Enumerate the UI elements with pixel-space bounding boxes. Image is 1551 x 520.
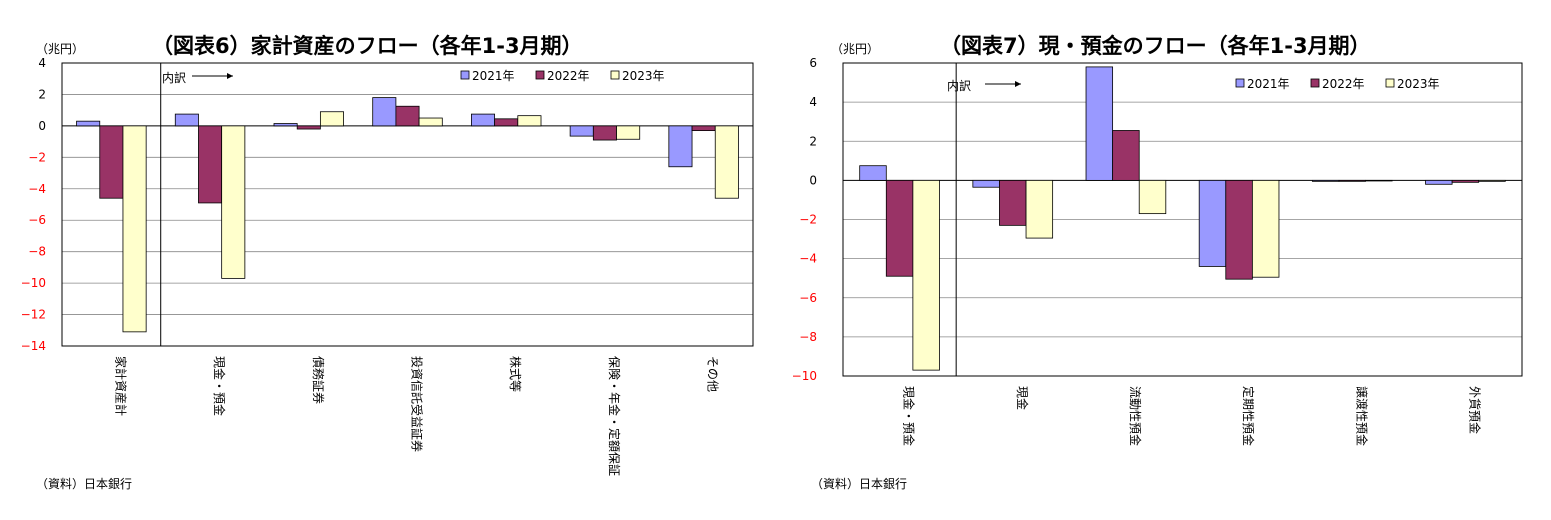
bar: [1225, 179, 1253, 280]
bar: [418, 117, 443, 127]
legend-swatch: [460, 70, 470, 80]
y-unit-label: （兆円）: [36, 42, 85, 56]
bar: [999, 179, 1027, 226]
bar: [1085, 66, 1114, 181]
chart-title: （図表7）現・預金のフロー（各年1-3月期）: [940, 34, 1371, 58]
bar: [174, 113, 199, 127]
bar: [1365, 179, 1393, 182]
bar: [691, 125, 716, 132]
y-tick-label: −6: [28, 213, 46, 227]
legend-swatch: [610, 70, 620, 80]
bar: [494, 118, 519, 127]
bar: [1138, 179, 1167, 215]
x-category-label: 債務証券: [311, 356, 326, 404]
legend-swatch: [535, 70, 545, 80]
bar: [99, 125, 124, 199]
bar: [1112, 130, 1140, 181]
legend-swatch: [1310, 78, 1320, 88]
plot-frame: [61, 62, 754, 347]
y-tick-label: −14: [21, 339, 46, 353]
bar: [1425, 179, 1453, 185]
source-note: （資料）日本銀行: [811, 477, 908, 491]
bar: [668, 125, 693, 168]
y-tick-label: −8: [28, 245, 46, 259]
bar: [1198, 179, 1227, 267]
bar: [912, 179, 940, 371]
x-category-label: その他: [706, 356, 720, 392]
bar: [714, 125, 739, 199]
bar: [592, 125, 617, 141]
y-tick-label: −12: [21, 308, 46, 322]
bar: [471, 113, 496, 127]
bar: [1478, 179, 1506, 182]
y-tick-label: −10: [21, 276, 46, 290]
bar: [1451, 179, 1480, 183]
x-category-label: 外貨預金: [1467, 386, 1482, 434]
chart-panel-left: （図表6）家計資産のフロー（各年1-3月期） （兆円） 4 2 0 −2 −4 −6 −8 −…: [0, 0, 775, 520]
bar: [76, 120, 101, 127]
legend-swatch: [1385, 78, 1395, 88]
y-tick-label: −10: [792, 369, 817, 383]
bar: [972, 179, 1000, 188]
legend-swatch: [1235, 78, 1245, 88]
legend-label: 2022年: [547, 69, 590, 83]
y-tick-label: −4: [28, 182, 46, 196]
y-tick-label: 0: [38, 119, 46, 133]
y-tick-label: −4: [799, 252, 817, 266]
y-tick-label: 4: [38, 56, 46, 70]
x-category-label: 家計資産計: [113, 356, 128, 416]
plot-frame: [842, 62, 1523, 377]
bar: [1025, 179, 1054, 239]
x-category-label: 流動性預金: [1128, 386, 1143, 446]
x-category-label: 譲渡性預金: [1354, 386, 1369, 446]
y-tick-label: −8: [799, 330, 817, 344]
y-tick-label: 2: [809, 134, 817, 148]
bar: [859, 165, 887, 181]
bar: [319, 111, 344, 127]
bar: [1251, 179, 1280, 278]
legend-label: 2023年: [622, 69, 665, 83]
bar: [616, 125, 641, 140]
breakdown-annotation: 内訳: [162, 70, 186, 85]
x-category-label: 現金・預金: [902, 386, 917, 446]
bar: [517, 115, 542, 127]
y-tick-label: −2: [28, 150, 46, 164]
y-tick-label: 6: [809, 56, 817, 70]
bar: [296, 125, 321, 130]
bar: [395, 105, 420, 127]
x-category-label: 保険・年金・定額保証: [607, 356, 622, 476]
bar: [1338, 179, 1366, 182]
x-category-label: 株式等: [508, 356, 523, 392]
bar: [198, 125, 223, 204]
bar: [273, 123, 298, 127]
x-category-label: 現金: [1015, 386, 1030, 410]
legend-label: 2022年: [1322, 77, 1365, 91]
arrow-head: [1015, 81, 1021, 87]
arrow-head: [227, 73, 233, 79]
y-unit-label: （兆円）: [831, 42, 880, 56]
bar: [569, 125, 594, 137]
bar: [885, 179, 914, 277]
bar: [372, 97, 397, 127]
y-tick-label: 0: [809, 173, 817, 187]
breakdown-annotation: 内訳: [947, 78, 971, 93]
x-category-label: 現金・預金: [212, 356, 227, 416]
bar: [122, 125, 147, 333]
chart-panel-right: （図表7）現・預金のフロー（各年1-3月期） （兆円） 6 4 2 0 −2 −4 −6 −8…: [775, 0, 1551, 520]
source-note: （資料）日本銀行: [36, 477, 133, 491]
legend-label: 2021年: [472, 69, 515, 83]
y-tick-label: −6: [799, 291, 817, 305]
x-category-label: 投資信託受益証券: [410, 356, 425, 452]
legend-label: 2021年: [1247, 77, 1290, 91]
legend-label: 2023年: [1397, 77, 1440, 91]
y-tick-label: −2: [799, 213, 817, 227]
bar: [221, 125, 246, 279]
x-category-label: 定期性預金: [1241, 386, 1256, 446]
bar: [1311, 179, 1340, 182]
y-tick-label: 4: [809, 95, 817, 109]
bar-chart: 4 2 0 −2 −4 −6 −8 −10 −12 −14 内訳 2021年 2022年 2023年家計資…: [21, 56, 754, 476]
chart-title: （図表6）家計資産のフロー（各年1-3月期）: [152, 34, 583, 58]
y-tick-label: 2: [38, 87, 46, 101]
